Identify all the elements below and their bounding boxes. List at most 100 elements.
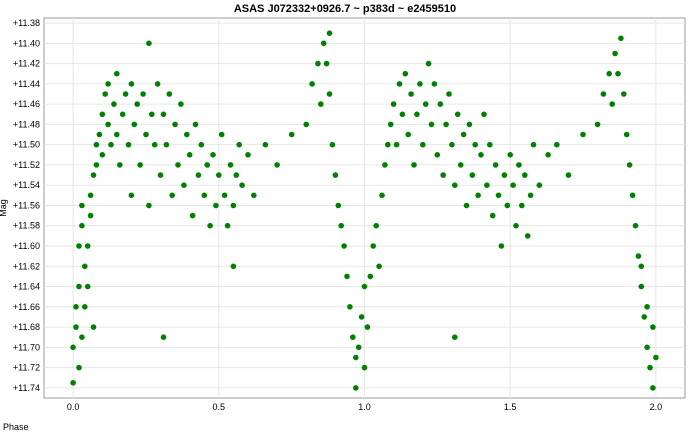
data-point: [146, 202, 152, 209]
y-tick-label: +11.56: [13, 200, 40, 210]
x-tick-label: 1.0: [358, 402, 371, 412]
y-tick-label: +11.38: [13, 18, 40, 28]
data-point: [379, 192, 385, 199]
data-point: [221, 192, 228, 199]
data-point: [341, 243, 347, 249]
data-point: [87, 212, 94, 219]
data-point: [137, 162, 143, 168]
data-point: [102, 91, 108, 97]
y-tick-label: +11.68: [13, 322, 40, 332]
x-tick-label: 2.0: [650, 402, 663, 412]
data-point: [230, 202, 237, 209]
data-point: [647, 364, 653, 371]
data-point: [315, 60, 321, 67]
data-point: [600, 91, 607, 97]
data-point: [650, 324, 656, 330]
data-point: [434, 152, 441, 158]
data-point: [460, 131, 467, 138]
data-point: [114, 131, 120, 138]
data-point: [446, 91, 452, 97]
data-point: [326, 91, 333, 97]
data-point: [207, 222, 213, 229]
data-point: [76, 243, 82, 249]
data-point: [128, 81, 135, 87]
data-point: [201, 192, 208, 199]
data-point: [166, 91, 173, 97]
data-point: [396, 81, 403, 87]
data-point: [309, 81, 315, 87]
x-tick-label: 0.5: [213, 402, 226, 412]
data-point: [635, 253, 642, 259]
data-point: [431, 81, 438, 87]
data-point: [82, 304, 88, 310]
data-point: [335, 202, 342, 209]
data-point: [367, 273, 374, 280]
data-point: [323, 60, 330, 67]
data-point: [382, 162, 388, 168]
data-point: [618, 35, 624, 42]
data-point: [361, 283, 368, 290]
data-point: [163, 141, 170, 148]
data-point: [79, 222, 85, 229]
data-point: [149, 111, 155, 118]
data-point: [565, 172, 572, 178]
data-point: [344, 273, 350, 280]
data-point: [108, 141, 114, 148]
data-point: [606, 70, 612, 77]
data-point: [440, 172, 447, 178]
y-tick-label: +11.42: [13, 59, 40, 69]
data-point: [612, 50, 618, 57]
y-tick-label: +11.60: [13, 241, 40, 251]
y-axis-ticks: +11.38 +11.40 +11.42 +11.44 +11.46 +11.48 +11.…: [13, 18, 40, 393]
data-point: [545, 152, 551, 158]
data-point: [519, 202, 525, 209]
data-point: [632, 222, 639, 229]
data-point: [437, 101, 444, 107]
y-tick-label: +11.40: [13, 38, 40, 48]
data-point: [143, 131, 149, 138]
data-point: [425, 60, 432, 67]
data-point: [644, 304, 650, 310]
data-point: [422, 101, 429, 107]
data-point: [230, 263, 237, 270]
data-point: [175, 162, 181, 168]
data-point: [510, 182, 516, 188]
data-point: [454, 111, 461, 118]
data-point: [615, 70, 621, 77]
data-point: [233, 172, 240, 178]
data-point: [303, 121, 310, 128]
data-point: [408, 91, 414, 97]
data-point: [178, 101, 184, 107]
data-point: [189, 212, 196, 219]
data-point: [498, 243, 505, 249]
data-point: [478, 152, 484, 158]
data-point: [84, 283, 91, 290]
data-point: [82, 263, 88, 270]
data-point: [487, 141, 493, 148]
data-point: [417, 81, 423, 87]
data-point: [495, 192, 502, 199]
data-point: [449, 141, 455, 148]
data-point: [358, 314, 365, 320]
data-point: [385, 141, 391, 148]
x-axis-label: Phase: [3, 422, 29, 432]
data-point: [198, 141, 205, 148]
data-point: [239, 182, 245, 188]
y-tick-label: +11.58: [13, 221, 40, 231]
data-point: [87, 192, 94, 199]
data-point: [393, 141, 400, 148]
data-point: [475, 192, 481, 199]
data-point: [492, 162, 499, 168]
data-point: [414, 111, 420, 118]
y-tick-label: +11.62: [13, 261, 40, 271]
data-point: [653, 354, 659, 361]
data-point: [641, 314, 647, 320]
data-point: [73, 324, 79, 330]
data-point: [160, 334, 167, 341]
data-point: [224, 222, 231, 229]
data-point: [638, 263, 645, 270]
data-point: [245, 152, 251, 158]
data-point: [79, 202, 85, 209]
data-point: [105, 81, 111, 87]
data-point: [195, 172, 202, 178]
